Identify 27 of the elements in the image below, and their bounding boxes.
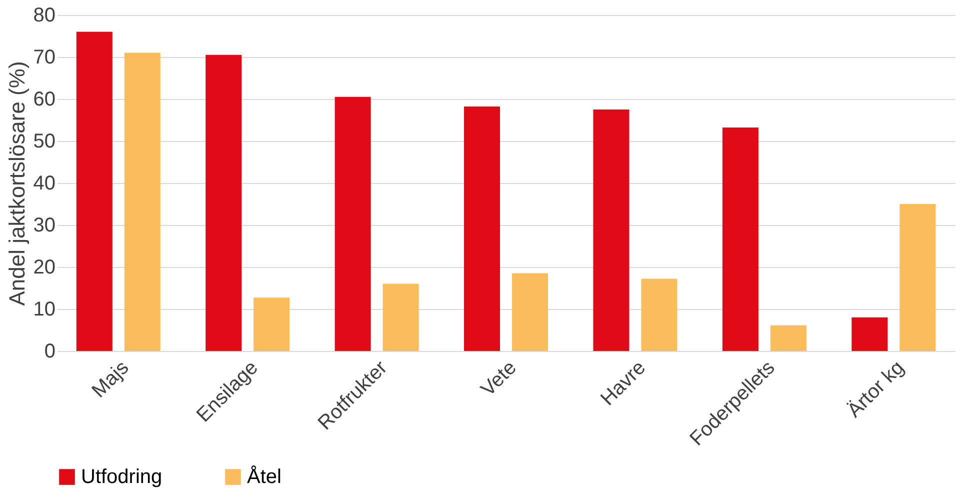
legend-label: Utfodring xyxy=(81,466,162,488)
bar xyxy=(206,54,242,351)
bar xyxy=(593,110,630,351)
bar xyxy=(124,52,160,351)
bar xyxy=(382,284,419,351)
bar xyxy=(722,128,758,351)
bar xyxy=(770,325,806,351)
bar xyxy=(334,96,371,351)
y-tick-label: 50 xyxy=(33,130,56,152)
y-tick-label: 10 xyxy=(33,298,56,320)
y-tick-label: 30 xyxy=(33,214,56,236)
legend-label: Åtel xyxy=(247,465,282,488)
bar xyxy=(641,278,678,351)
bar xyxy=(254,298,290,351)
y-tick-label: 70 xyxy=(33,46,56,68)
y-tick-label: 20 xyxy=(33,256,56,278)
bar xyxy=(900,204,936,351)
bar xyxy=(76,32,112,351)
x-tick-label: Vete xyxy=(476,356,521,401)
y-tick-label: 80 xyxy=(33,4,56,26)
y-tick-label: 0 xyxy=(44,340,56,362)
y-tick-label: 40 xyxy=(33,172,56,194)
y-tick-label: 60 xyxy=(33,88,56,110)
bar xyxy=(512,273,548,351)
bar xyxy=(852,317,888,351)
y-axis-title: Andel jaktkortslösare (%) xyxy=(4,61,30,306)
bar xyxy=(464,106,500,351)
